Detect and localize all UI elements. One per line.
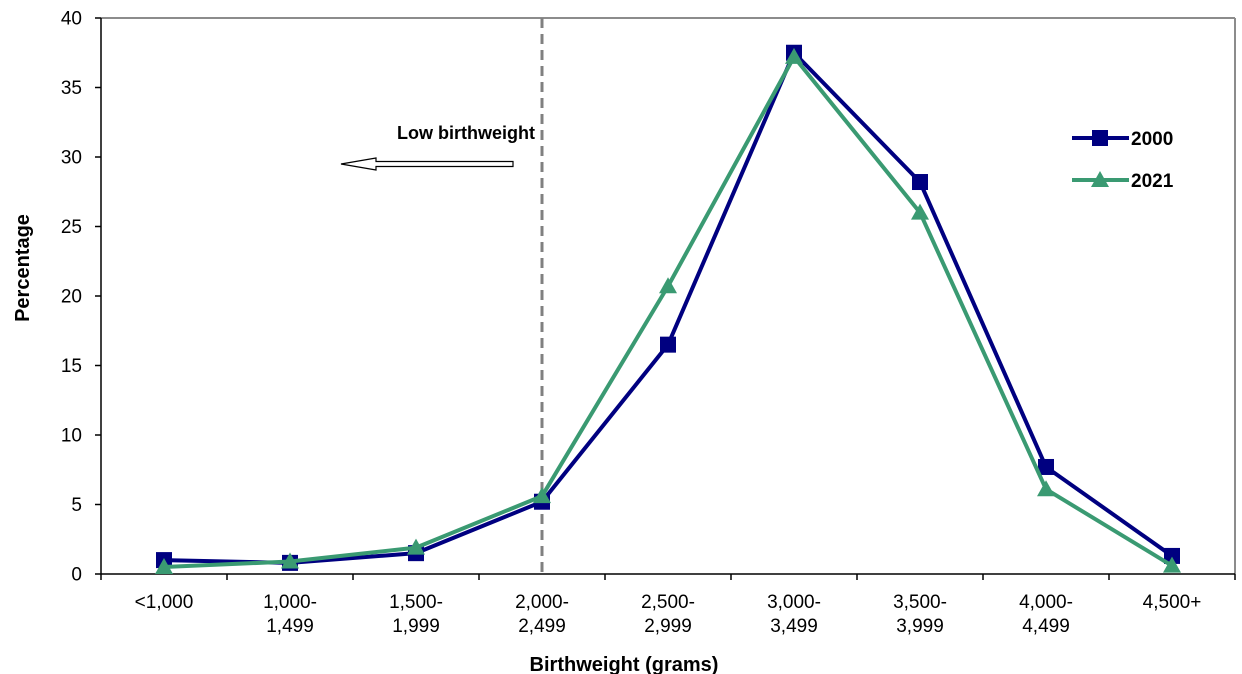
x-tick-label: 1,000-1,499 [263,592,317,637]
series-2000 [156,44,1180,571]
y-tick-label: 40 [61,9,82,30]
x-tick-label: 4,000-4,499 [1019,592,1073,637]
axes: 0 5 10 15 20 25 30 35 40 <1,000 1,000-1,499 1,500-1… [61,9,1236,637]
data-point-2000 [912,174,928,191]
series-2021 [155,47,1181,575]
y-tick-label: 35 [61,78,82,99]
series-line-2000 [163,50,1174,565]
legend-marker [1091,171,1109,187]
y-tick-label: 20 [61,287,82,308]
y-tick-label: 25 [61,217,82,238]
x-tick-label: 1,500-1,999 [389,592,443,637]
left-arrow-icon [340,157,514,171]
x-tick-label: 2,000-2,499 [515,592,569,637]
x-tick-label: 3,000-3,499 [767,592,821,637]
y-tick-label: 30 [61,148,82,169]
legend: 2000 2021 [1072,129,1174,192]
legend-label: 2000 [1131,129,1173,150]
y-tick-label: 10 [61,426,82,447]
legend-marker [1092,130,1108,146]
data-point-2021 [1163,556,1181,573]
series-line-2021 [163,54,1174,570]
data-point-2000 [1164,547,1180,564]
data-point-2021 [407,538,425,555]
x-axis-title: Birthweight (grams) [530,654,719,674]
series-layer [155,44,1181,575]
data-point-2021 [155,558,173,575]
x-tick-label: 3,500-3,999 [893,592,947,637]
x-tick-label: 2,500-2,999 [641,592,695,637]
legend-item-2000: 2000 [1072,129,1173,150]
data-point-2000 [1038,458,1054,475]
annotation-group: Low birthweight [340,123,535,171]
legend-item-2021: 2021 [1072,171,1174,192]
y-axis-title: Percentage [12,214,34,322]
y-tick-label: 0 [71,565,82,586]
data-point-2021 [911,203,929,220]
x-tick-label: <1,000 [135,592,194,613]
data-point-2000 [660,336,676,353]
data-point-2021 [533,487,551,504]
data-point-2021 [1037,480,1055,497]
legend-label: 2021 [1131,171,1174,192]
x-tick-label: 4,500+ [1143,592,1202,613]
annotation-label: Low birthweight [397,123,535,143]
data-point-2021 [281,552,299,569]
data-point-2021 [785,47,803,64]
y-tick-label: 5 [71,495,82,516]
data-point-2021 [659,277,677,294]
y-tick-label: 15 [61,356,82,377]
